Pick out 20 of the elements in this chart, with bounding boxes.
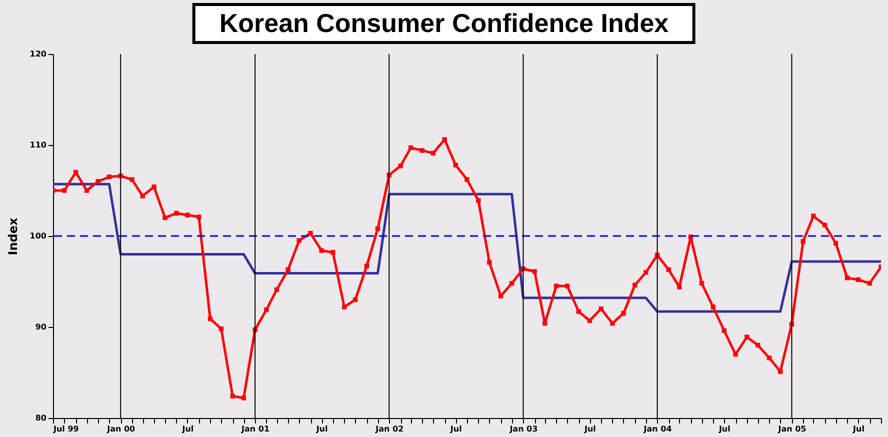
- y-tick-label: 90: [35, 322, 47, 332]
- x-tick-label: Jan 02: [374, 424, 404, 434]
- y-tick-label: 110: [30, 140, 47, 150]
- x-tick-label: Jul: [852, 424, 865, 434]
- y-tick-label: 120: [30, 50, 47, 58]
- y-tick-label: 80: [35, 414, 47, 422]
- x-tick-label: Jul: [181, 424, 194, 434]
- x-tick-label: Jan 05: [777, 424, 807, 434]
- x-tick-label: Jul 99: [52, 424, 80, 434]
- x-tick-label: Jul: [583, 424, 596, 434]
- x-tick-label: Jul: [718, 424, 731, 434]
- x-tick-label: Jan 04: [642, 424, 672, 434]
- y-tick-label: 100: [30, 232, 47, 240]
- x-tick-label: Jul: [449, 424, 462, 434]
- x-tick-label: Jan 01: [240, 424, 270, 434]
- x-tick-label: Jan 00: [106, 424, 136, 434]
- y-axis-title: Index: [6, 218, 20, 256]
- chart-title: Korean Consumer Confidence Index: [192, 3, 696, 44]
- x-tick-label: Jul: [315, 424, 328, 434]
- x-tick-label: Jan 03: [508, 424, 538, 434]
